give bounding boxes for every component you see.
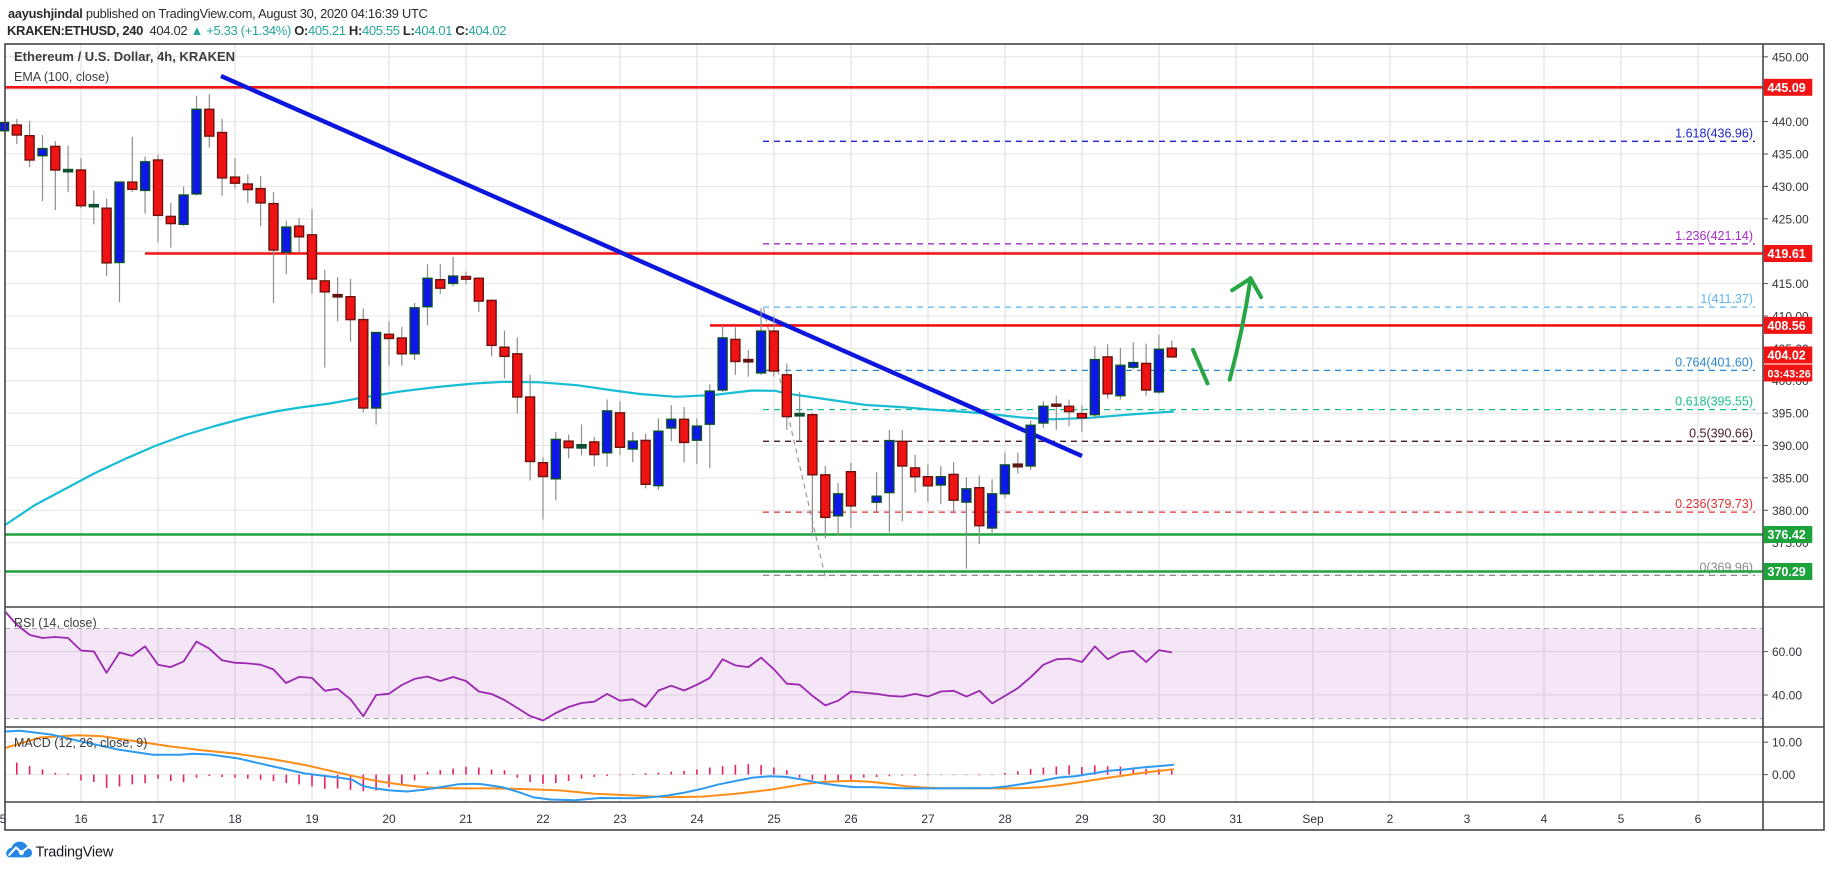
svg-text:1.236(421.14): 1.236(421.14) (1675, 229, 1753, 243)
svg-text:430.00: 430.00 (1772, 180, 1809, 194)
svg-text:RSI (14, close): RSI (14, close) (14, 616, 97, 630)
svg-text:10.00: 10.00 (1772, 736, 1802, 750)
svg-text:440.00: 440.00 (1772, 115, 1809, 129)
svg-text:KRAKEN:ETHUSD, 240 404.02 ▲ +: KRAKEN:ETHUSD, 240 404.02 ▲ +5.33 (+1.34… (7, 23, 506, 38)
svg-text:EMA (100, close): EMA (100, close) (14, 70, 109, 84)
svg-text:3: 3 (1464, 812, 1471, 826)
svg-text:385.00: 385.00 (1772, 471, 1809, 485)
svg-text:20: 20 (382, 812, 396, 826)
svg-text:18: 18 (228, 812, 242, 826)
svg-text:MACD (12, 26, close, 9): MACD (12, 26, close, 9) (14, 736, 147, 750)
svg-text:17: 17 (151, 812, 165, 826)
svg-text:1(411.37): 1(411.37) (1700, 292, 1753, 306)
svg-text:31: 31 (1229, 812, 1243, 826)
svg-text:395.00: 395.00 (1772, 407, 1809, 421)
svg-text:29: 29 (1075, 812, 1089, 826)
svg-text:03:43:26: 03:43:26 (1768, 369, 1811, 381)
svg-text:450.00: 450.00 (1772, 50, 1809, 64)
svg-text:415.00: 415.00 (1772, 277, 1809, 291)
svg-text:22: 22 (536, 812, 550, 826)
svg-text:0.764(401.60): 0.764(401.60) (1675, 355, 1753, 369)
svg-text:16: 16 (74, 812, 88, 826)
svg-text:380.00: 380.00 (1772, 504, 1809, 518)
svg-text:419.61: 419.61 (1768, 247, 1806, 261)
svg-text:21: 21 (459, 812, 473, 826)
svg-text:376.42: 376.42 (1768, 528, 1806, 542)
svg-text:27: 27 (921, 812, 935, 826)
svg-text:26: 26 (844, 812, 858, 826)
svg-text:0.5(390.66): 0.5(390.66) (1689, 426, 1753, 440)
svg-text:445.09: 445.09 (1768, 81, 1806, 95)
svg-text:28: 28 (998, 812, 1012, 826)
svg-text:0.00: 0.00 (1772, 768, 1796, 782)
svg-text:1.618(436.96): 1.618(436.96) (1675, 126, 1753, 140)
svg-text:4: 4 (1541, 812, 1548, 826)
svg-text:aayushjindal published on Trad: aayushjindal published on TradingView.co… (8, 6, 428, 21)
svg-text:0.618(395.55): 0.618(395.55) (1675, 395, 1753, 409)
svg-text:0.236(379.73): 0.236(379.73) (1675, 497, 1753, 511)
svg-text:TradingView: TradingView (36, 845, 114, 861)
svg-text:25: 25 (767, 812, 781, 826)
svg-text:6: 6 (1695, 812, 1702, 826)
svg-text:404.02: 404.02 (1768, 349, 1806, 363)
svg-text:23: 23 (613, 812, 627, 826)
svg-text:390.00: 390.00 (1772, 439, 1809, 453)
svg-text:Sep: Sep (1302, 812, 1324, 826)
svg-text:435.00: 435.00 (1772, 148, 1809, 162)
svg-text:408.56: 408.56 (1768, 319, 1806, 333)
svg-text:24: 24 (690, 812, 704, 826)
svg-text:425.00: 425.00 (1772, 212, 1809, 226)
svg-text:370.29: 370.29 (1768, 565, 1806, 579)
svg-text:60.00: 60.00 (1772, 645, 1802, 659)
svg-text:30: 30 (1152, 812, 1166, 826)
svg-text:2: 2 (1387, 812, 1394, 826)
svg-text:5: 5 (1618, 812, 1625, 826)
svg-text:19: 19 (305, 812, 319, 826)
svg-text:5: 5 (0, 812, 7, 826)
svg-text:40.00: 40.00 (1772, 689, 1802, 703)
svg-text:Ethereum / U.S. Dollar, 4h, KR: Ethereum / U.S. Dollar, 4h, KRAKEN (14, 49, 235, 64)
